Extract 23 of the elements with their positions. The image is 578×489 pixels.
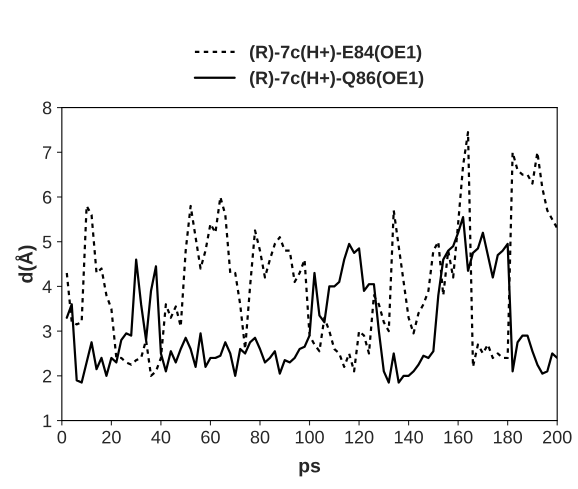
y-tick-label: 8 bbox=[42, 102, 52, 114]
x-tick-label: 160 bbox=[444, 430, 472, 444]
x-tick-label: 60 bbox=[201, 430, 220, 444]
x-tick-label: 0 bbox=[58, 430, 66, 444]
x-axis-title: ps bbox=[299, 462, 320, 476]
x-tick-label: 200 bbox=[543, 430, 572, 444]
y-axis-title: d(Å) bbox=[15, 246, 37, 283]
y-tick-label: 4 bbox=[42, 280, 52, 293]
x-tick-label: 140 bbox=[394, 430, 423, 444]
y-tick-label: 3 bbox=[42, 325, 52, 338]
legend-label: (R)-7c(H+)-Q86(OE1) bbox=[250, 71, 424, 88]
x-tick-label: 20 bbox=[102, 430, 121, 444]
y-tick-label: 6 bbox=[43, 190, 52, 204]
y-tick-label: 2 bbox=[42, 370, 52, 382]
x-tick-label: 40 bbox=[151, 430, 170, 444]
legend-label: (R)-7c(H+)-E84(OE1) bbox=[250, 45, 422, 62]
x-tick-label: 100 bbox=[296, 430, 324, 444]
x-tick-label: 180 bbox=[494, 430, 522, 444]
x-tick-label: 80 bbox=[250, 430, 270, 444]
y-tick-label: 7 bbox=[43, 146, 52, 159]
x-tick-label: 120 bbox=[345, 430, 374, 444]
y-tick-label: 5 bbox=[42, 236, 52, 248]
y-tick-label: 1 bbox=[43, 414, 52, 428]
